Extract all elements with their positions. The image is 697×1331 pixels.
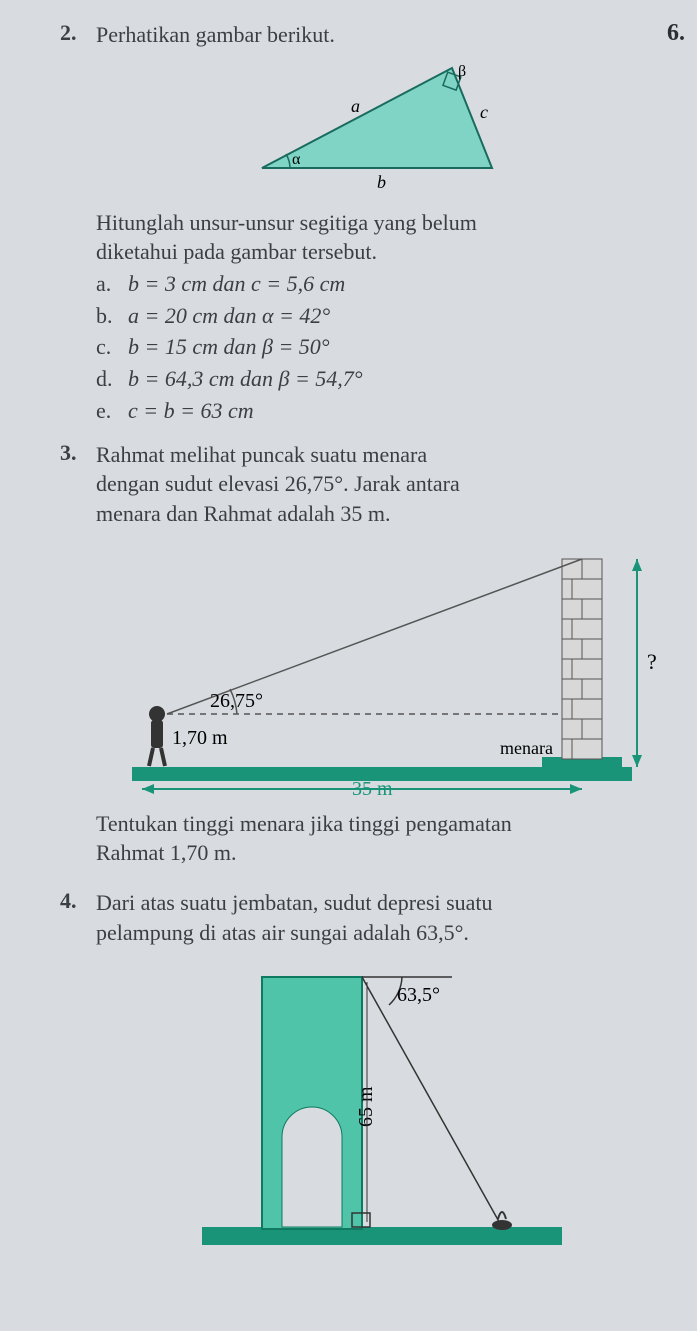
tower-svg: 35 m menara 26 bbox=[102, 539, 662, 799]
bridge-arch bbox=[282, 1107, 342, 1227]
q2-item-a: a. b = 3 cm dan c = 5,6 cm bbox=[96, 269, 667, 299]
q3-num-text: 3. bbox=[60, 440, 77, 465]
q2-item-d: d. b = 64,3 cm dan β = 54,7° bbox=[96, 364, 667, 394]
question-3: 3. Rahmat melihat puncak suatu menara de… bbox=[60, 440, 667, 868]
q2-number: 2. bbox=[60, 20, 96, 426]
q2-e-text: c = b = 63 cm bbox=[128, 396, 667, 426]
q3-diagram: 35 m menara 26 bbox=[96, 539, 667, 799]
height-arrow-bot bbox=[632, 755, 642, 767]
observer-height-label: 1,70 m bbox=[172, 727, 228, 749]
question-2: 2. Perhatikan gambar berikut. a b c α β … bbox=[60, 20, 667, 426]
q2-intro: Perhatikan gambar berikut. bbox=[96, 20, 667, 50]
q4-line2: pelampung di atas air sungai adalah 63,5… bbox=[96, 918, 667, 948]
angle-label: 26,75° bbox=[210, 690, 263, 712]
q2-c-text: b = 15 cm dan β = 50° bbox=[128, 332, 667, 362]
q2-a-text: b = 3 cm dan c = 5,6 cm bbox=[128, 269, 667, 299]
q2-e-letter: e. bbox=[96, 396, 128, 426]
q2-d-letter: d. bbox=[96, 364, 128, 394]
distance-label: 35 m bbox=[352, 778, 393, 799]
label-a: a bbox=[351, 96, 360, 116]
q3-number: 3. bbox=[60, 440, 96, 868]
q4-line1: Dari atas suatu jembatan, sudut depresi … bbox=[96, 888, 667, 918]
tower-body bbox=[562, 559, 602, 759]
label-b: b bbox=[377, 172, 386, 192]
arrow-left bbox=[142, 784, 154, 794]
q2-instruction-1: Hitunglah unsur-unsur segitiga yang belu… bbox=[96, 208, 667, 238]
question-4: 4. Dari atas suatu jembatan, sudut depre… bbox=[60, 888, 667, 1267]
q2-b-text: a = 20 cm dan α = 42° bbox=[128, 301, 667, 331]
q2-a-letter: a. bbox=[96, 269, 128, 299]
label-alpha: α bbox=[292, 151, 301, 168]
arrow-right bbox=[570, 784, 582, 794]
label-beta: β bbox=[458, 63, 466, 80]
q2-instruction-2: diketahui pada gambar tersebut. bbox=[96, 237, 667, 267]
q2-b-letter: b. bbox=[96, 301, 128, 331]
q2-item-c: c. b = 15 cm dan β = 50° bbox=[96, 332, 667, 362]
page-marker-6: 6. bbox=[667, 20, 685, 47]
menara-label: menara bbox=[500, 738, 553, 758]
q2-item-e: e. c = b = 63 cm bbox=[96, 396, 667, 426]
angle-label-4: 63,5° bbox=[397, 984, 440, 1006]
triangle-svg: a b c α β bbox=[242, 58, 522, 198]
label-c: c bbox=[480, 102, 488, 122]
q2-c-letter: c. bbox=[96, 332, 128, 362]
q4-number: 4. bbox=[60, 888, 96, 1267]
q2-triangle-diagram: a b c α β bbox=[96, 58, 667, 198]
q3-conclusion-2: Rahmat 1,70 m. bbox=[96, 838, 667, 868]
q2-num-text: 2. bbox=[60, 20, 77, 45]
q3-line1: Rahmat melihat puncak suatu menara bbox=[96, 440, 667, 470]
bridge-height-label: 65 m bbox=[355, 1086, 377, 1127]
unknown-label: ? bbox=[647, 649, 657, 674]
bridge-svg: 63,5° 65 m bbox=[202, 957, 562, 1257]
height-arrow-top bbox=[632, 559, 642, 571]
q4-diagram: 63,5° 65 m bbox=[96, 957, 667, 1257]
q4-num-text: 4. bbox=[60, 888, 77, 913]
q3-line2: dengan sudut elevasi 26,75°. Jarak antar… bbox=[96, 469, 667, 499]
q3-line3: menara dan Rahmat adalah 35 m. bbox=[96, 499, 667, 529]
depression-sight-line bbox=[362, 977, 502, 1227]
q2-d-text: b = 64,3 cm dan β = 54,7° bbox=[128, 364, 667, 394]
observer-person bbox=[149, 706, 165, 766]
water bbox=[202, 1227, 562, 1245]
q3-conclusion-1: Tentukan tinggi menara jika tinggi penga… bbox=[96, 809, 667, 839]
q2-item-b: b. a = 20 cm dan α = 42° bbox=[96, 301, 667, 331]
